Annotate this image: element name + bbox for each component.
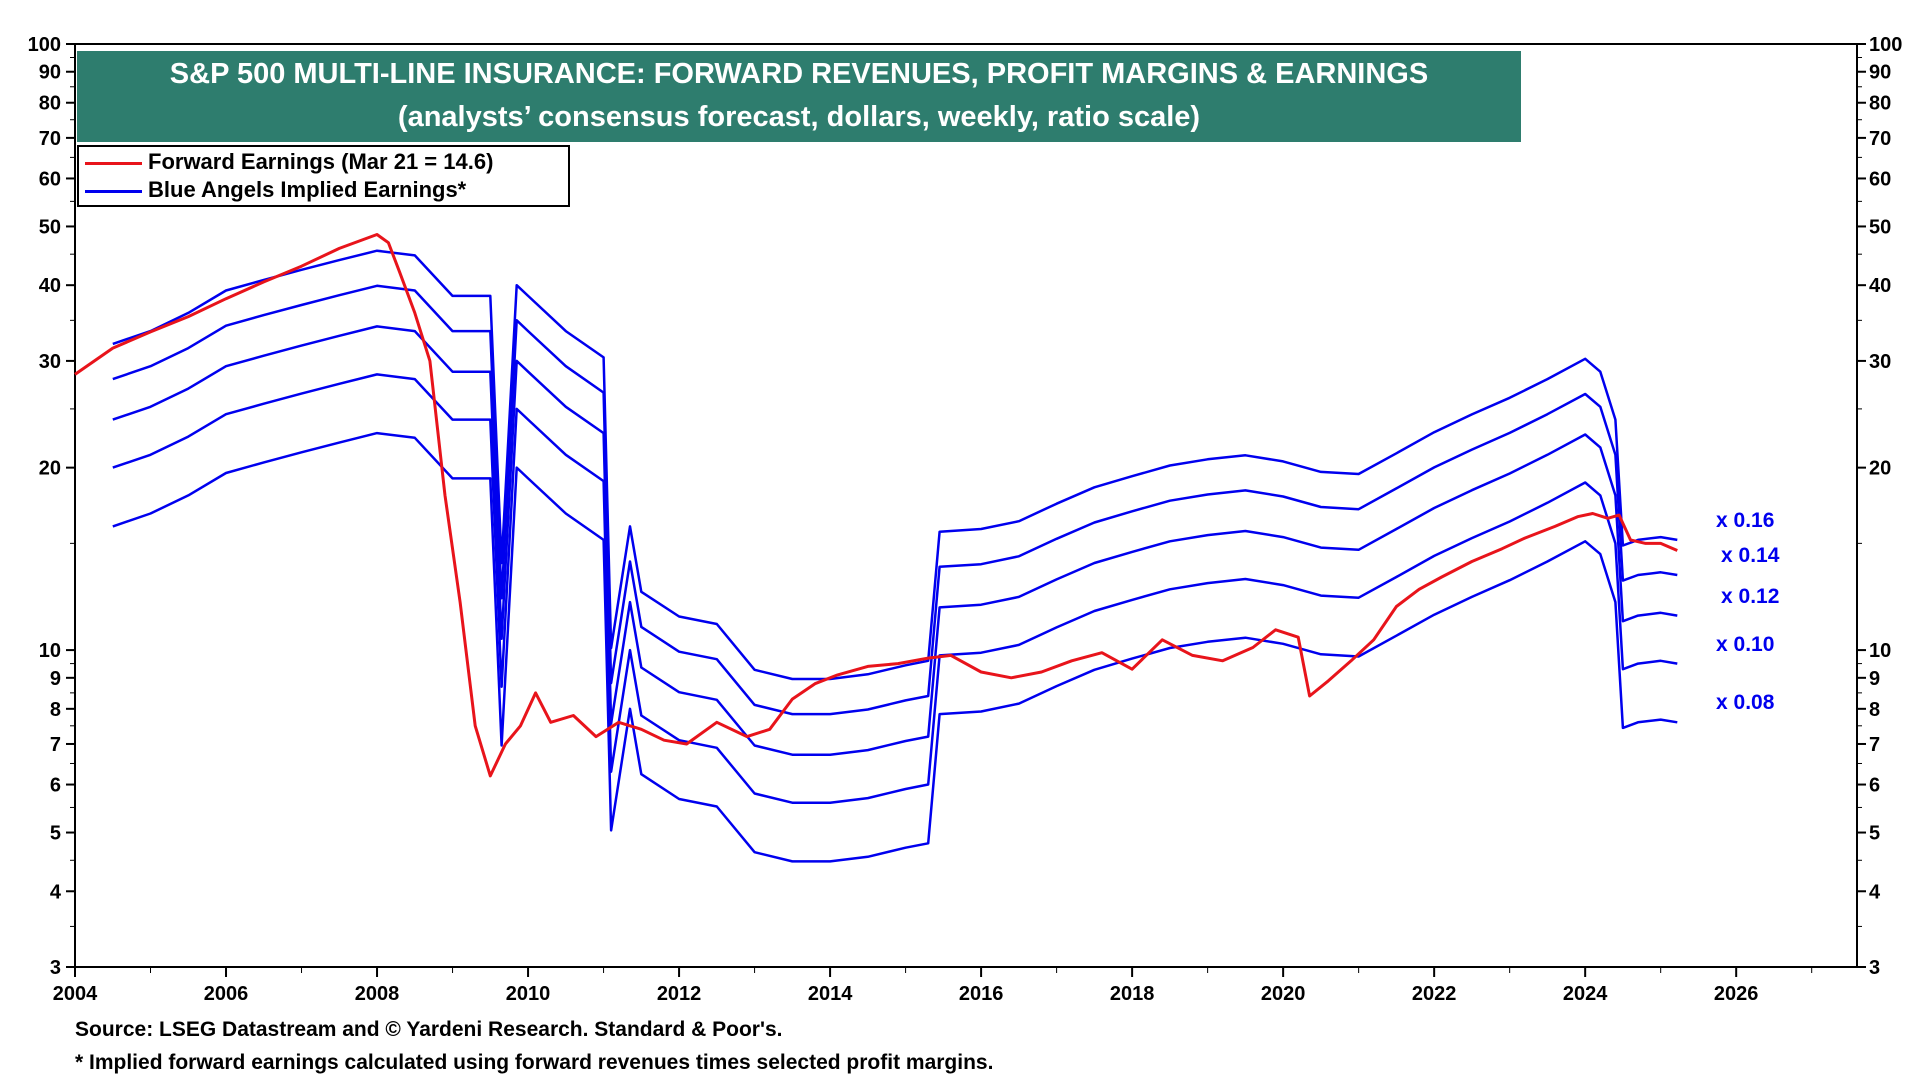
source-note: Source: LSEG Datastream and © Yardeni Re… (75, 1018, 783, 1041)
y-tick-label-right: 5 (1869, 823, 1880, 845)
y-tick-label-right: 7 (1869, 734, 1880, 756)
y-tick-label-right: 60 (1869, 168, 1891, 190)
y-tick-label-right: 9 (1869, 668, 1880, 690)
plot-frame (74, 43, 1858, 968)
multiplier-label: x 0.12 (1721, 584, 1780, 608)
y-tick-label-left: 70 (39, 128, 61, 150)
y-axis-left: 3 4 5 6 7 8 9 10 20 30 40 50 60 70 80 90 100 (28, 34, 75, 979)
implied-earnings-line-x0-10 (112, 373, 1678, 804)
implied-earnings-line-x0-14 (112, 284, 1678, 716)
y-tick-label-left: 7 (50, 734, 61, 756)
y-tick-label-left: 30 (39, 351, 61, 373)
y-tick-label-right: 4 (1869, 881, 1881, 903)
y-tick-label-left: 80 (39, 93, 61, 115)
y-tick-label-left: 8 (50, 699, 61, 721)
legend-item-implied: Blue Angels Implied Earnings* (85, 177, 466, 203)
x-tick-label: 2024 (1563, 983, 1608, 1005)
y-tick-label-right: 8 (1869, 699, 1880, 721)
plot-area-border (74, 43, 1858, 968)
legend-item-forward: Forward Earnings (Mar 21 = 14.6) (85, 149, 493, 175)
legend-swatch-blue (85, 189, 142, 193)
y-tick-label-left: 4 (50, 881, 62, 903)
y-tick-label-right: 100 (1869, 34, 1902, 56)
y-tick-label-left: 10 (39, 640, 61, 662)
x-tick-label: 2004 (53, 983, 98, 1005)
x-tick-label: 2006 (204, 983, 249, 1005)
series-lines (74, 233, 1678, 863)
implied-earnings-line-x0-12 (112, 325, 1678, 756)
y-tick-label-right: 10 (1869, 640, 1891, 662)
x-tick-label: 2020 (1261, 983, 1306, 1005)
forward-earnings-line (74, 233, 1678, 778)
y-tick-label-right: 50 (1869, 216, 1891, 238)
x-tick-label: 2026 (1714, 983, 1759, 1005)
x-tick-label: 2008 (355, 983, 400, 1005)
y-tick-label-left: 60 (39, 168, 61, 190)
legend: Forward Earnings (Mar 21 = 14.6) Blue An… (77, 145, 570, 207)
chart-title-box: S&P 500 MULTI-LINE INSURANCE: FORWARD RE… (77, 51, 1521, 142)
y-tick-label-right: 30 (1869, 351, 1891, 373)
y-tick-label-right: 90 (1869, 62, 1891, 84)
x-tick-label: 2010 (506, 983, 551, 1005)
y-tick-label-right: 3 (1869, 957, 1880, 979)
y-axis-right: 3 4 5 6 7 8 9 10 20 30 40 50 60 70 80 90 100 (1857, 34, 1902, 979)
y-tick-label-left: 9 (50, 668, 61, 690)
legend-label-forward: Forward Earnings (Mar 21 = 14.6) (148, 149, 494, 174)
multiplier-label: x 0.16 (1716, 508, 1775, 532)
x-tick-label: 2014 (808, 983, 853, 1005)
y-tick-label-right: 40 (1869, 275, 1891, 297)
y-tick-label-right: 6 (1869, 775, 1880, 797)
chart-title: S&P 500 MULTI-LINE INSURANCE: FORWARD RE… (169, 58, 1429, 90)
y-tick-label-right: 20 (1869, 458, 1891, 480)
y-tick-label-left: 40 (39, 275, 61, 297)
y-tick-label-left: 3 (50, 957, 61, 979)
y-tick-label-left: 90 (39, 62, 61, 84)
x-tick-label: 2018 (1110, 983, 1155, 1005)
y-tick-label-right: 70 (1869, 128, 1891, 150)
y-tick-label-left: 100 (28, 34, 61, 56)
legend-label-implied: Blue Angels Implied Earnings* (148, 177, 467, 202)
x-tick-label: 2022 (1412, 983, 1457, 1005)
y-tick-label-right: 80 (1869, 93, 1891, 115)
y-tick-label-left: 20 (39, 458, 61, 480)
x-tick-label: 2012 (657, 983, 702, 1005)
multiplier-label: x 0.08 (1716, 691, 1775, 715)
footnote: * Implied forward earnings calculated us… (75, 1051, 994, 1074)
legend-swatch-red (85, 161, 142, 165)
implied-earnings-line-x0-16 (112, 249, 1678, 681)
y-tick-label-left: 50 (39, 216, 61, 238)
x-axis: 2004 2006 2008 2010 2012 2014 2016 2018 2020 2022… (53, 967, 1813, 1005)
multiplier-label: x 0.14 (1721, 544, 1780, 568)
chart-subtitle: (analysts’ consensus forecast, dollars, … (397, 101, 1201, 133)
multiplier-label: x 0.10 (1716, 632, 1775, 656)
implied-earnings-line-x0-08 (112, 431, 1678, 863)
y-tick-label-left: 6 (50, 775, 61, 797)
y-tick-label-left: 5 (50, 823, 61, 845)
x-tick-label: 2016 (959, 983, 1004, 1005)
